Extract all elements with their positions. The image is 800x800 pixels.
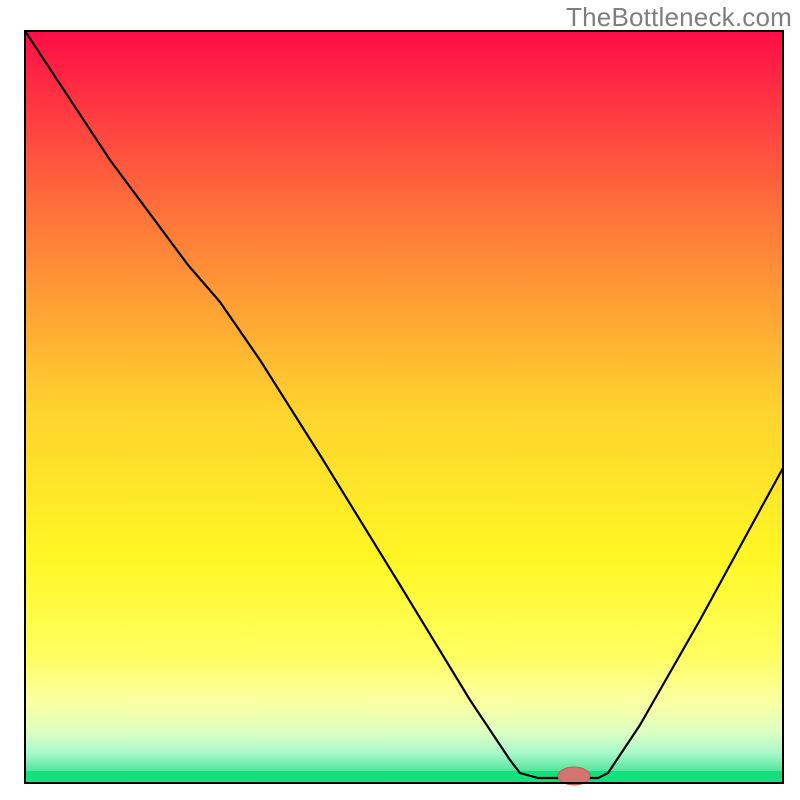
- bottleneck-line-chart: [0, 0, 800, 800]
- bottom-green-band: [25, 771, 783, 783]
- gradient-background: [25, 31, 783, 783]
- watermark-text: TheBottleneck.com: [566, 2, 792, 33]
- chart-container: TheBottleneck.com: [0, 0, 800, 800]
